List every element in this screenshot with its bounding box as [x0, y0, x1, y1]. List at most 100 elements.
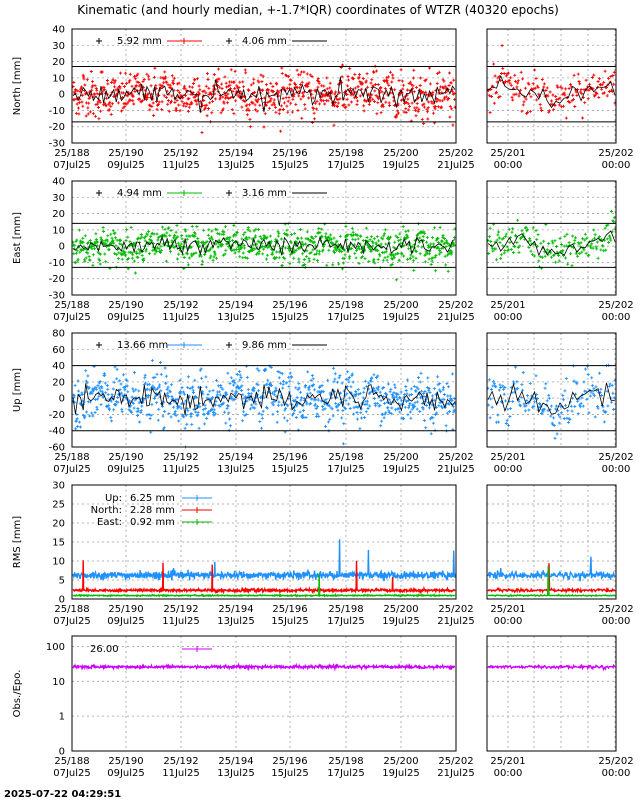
- x-tick-label: 07Jul25: [53, 312, 91, 323]
- y-tick-label: -30: [49, 139, 65, 150]
- y-tick-label: 20: [52, 377, 65, 388]
- x-tick-label: 21Jul25: [437, 616, 475, 627]
- legend-marker: [194, 646, 200, 652]
- legend-marker: [226, 38, 232, 44]
- x-tick-label: 25/198: [328, 756, 363, 767]
- y-tick-label: 0: [59, 90, 65, 101]
- x-tick-label: 25/190: [108, 756, 143, 767]
- x-tick-label: 00:00: [494, 312, 523, 323]
- x-tick-label: 13Jul25: [217, 464, 255, 475]
- legend-label-points: 4.94 mm: [117, 188, 162, 199]
- x-tick-label: 21Jul25: [437, 160, 475, 171]
- x-tick-label: 25/194: [218, 452, 253, 463]
- rms-series-line: [487, 556, 616, 582]
- x-tick-label: 25/201: [490, 756, 525, 767]
- x-tick-label: 25/202: [598, 148, 633, 159]
- legend-value: 0.92 mm: [130, 517, 175, 528]
- y-tick-label: 20: [52, 57, 65, 68]
- y-tick-label: 30: [52, 41, 65, 52]
- x-tick-label: 15Jul25: [271, 464, 309, 475]
- x-tick-label: 15Jul25: [271, 768, 309, 779]
- x-tick-label: 11Jul25: [162, 768, 200, 779]
- y-tick-label: 15: [52, 538, 65, 549]
- x-tick-label: 25/202: [438, 604, 473, 615]
- x-tick-label: 19Jul25: [382, 768, 420, 779]
- x-tick-label: 25/198: [328, 300, 363, 311]
- x-tick-label: 25/194: [218, 756, 253, 767]
- y-axis-label-up: Up [mm]: [12, 368, 23, 412]
- obs-series-line: [72, 662, 456, 672]
- y-tick-label: 40: [52, 25, 65, 36]
- plot-frame-main: [71, 635, 457, 752]
- x-tick-label: 25/200: [383, 148, 418, 159]
- legend-marker: [96, 342, 102, 348]
- panels: North [mm]-30-20-1001020304025/18807Jul2…: [12, 25, 634, 780]
- x-tick-label: 07Jul25: [53, 464, 91, 475]
- east-median-line: [487, 230, 616, 257]
- y-tick-label: -10: [49, 106, 65, 117]
- y-tick-label: 5: [59, 576, 65, 587]
- east-points: [71, 222, 457, 282]
- x-tick-label: 25/188: [54, 452, 89, 463]
- x-tick-label: 13Jul25: [217, 160, 255, 171]
- x-tick-label: 25/188: [54, 300, 89, 311]
- up-points: [71, 358, 457, 449]
- x-tick-label: 25/190: [108, 300, 143, 311]
- x-tick-label: 25/198: [328, 604, 363, 615]
- plot-frame-main: [71, 332, 457, 448]
- x-tick-label: 09Jul25: [107, 312, 145, 323]
- y-tick-label: 30: [52, 481, 65, 492]
- north-points: [71, 63, 457, 135]
- x-tick-label: 25/201: [490, 300, 525, 311]
- x-tick-label: 17Jul25: [327, 160, 365, 171]
- rms-series-line: [72, 574, 456, 598]
- x-tick-label: 07Jul25: [53, 160, 91, 171]
- plot-frame-zoom: [486, 635, 617, 752]
- x-tick-label: 25/200: [383, 604, 418, 615]
- y-tick-label: 20: [52, 519, 65, 530]
- x-tick-label: 09Jul25: [107, 616, 145, 627]
- legend-marker: [226, 342, 232, 348]
- x-tick-label: 25/201: [490, 452, 525, 463]
- x-tick-label: 11Jul25: [162, 160, 200, 171]
- legend-value: 2.28 mm: [130, 505, 175, 516]
- x-tick-label: 15Jul25: [271, 312, 309, 323]
- legend-marker: [194, 507, 200, 513]
- x-tick-label: 25/188: [54, 604, 89, 615]
- x-tick-label: 09Jul25: [107, 160, 145, 171]
- x-tick-label: 17Jul25: [327, 616, 365, 627]
- x-tick-label: 25/198: [328, 452, 363, 463]
- up-median-line: [72, 383, 456, 416]
- x-tick-label: 25/202: [598, 452, 633, 463]
- legend-marker: [181, 190, 187, 196]
- x-tick-label: 13Jul25: [217, 312, 255, 323]
- panel-rms: RMS [mm]05101520253025/18807Jul2525/1900…: [12, 481, 634, 628]
- timestamp: 2025-07-22 04:29:51: [4, 789, 121, 800]
- legend-marker: [181, 38, 187, 44]
- y-tick-label: 10: [52, 557, 65, 568]
- legend-marker: [226, 190, 232, 196]
- x-tick-label: 00:00: [602, 464, 631, 475]
- y-axis-label-east: East [mm]: [12, 212, 23, 264]
- y-tick-label: -40: [49, 426, 65, 437]
- legend-name: Up:: [105, 493, 122, 504]
- x-tick-label: 25/201: [490, 148, 525, 159]
- y-tick-label: 10: [52, 73, 65, 84]
- plot-frame-main: [71, 484, 457, 600]
- x-tick-label: 13Jul25: [217, 768, 255, 779]
- y-tick-label: 30: [52, 193, 65, 204]
- x-tick-label: 25/201: [490, 604, 525, 615]
- rms-series-line: [487, 563, 616, 595]
- rms-series-line: [72, 539, 456, 582]
- x-tick-label: 25/188: [54, 756, 89, 767]
- x-tick-label: 25/196: [272, 604, 307, 615]
- x-tick-label: 25/190: [108, 604, 143, 615]
- x-tick-label: 25/202: [438, 452, 473, 463]
- x-tick-label: 00:00: [602, 616, 631, 627]
- x-tick-label: 07Jul25: [53, 768, 91, 779]
- x-tick-label: 25/196: [272, 148, 307, 159]
- panel-east: East [mm] -30 -20 -10 0 10 20 30 40 25/18807Jul25…: [12, 177, 634, 324]
- obs-series-line: [487, 663, 616, 672]
- plot-frame-zoom: [486, 332, 617, 448]
